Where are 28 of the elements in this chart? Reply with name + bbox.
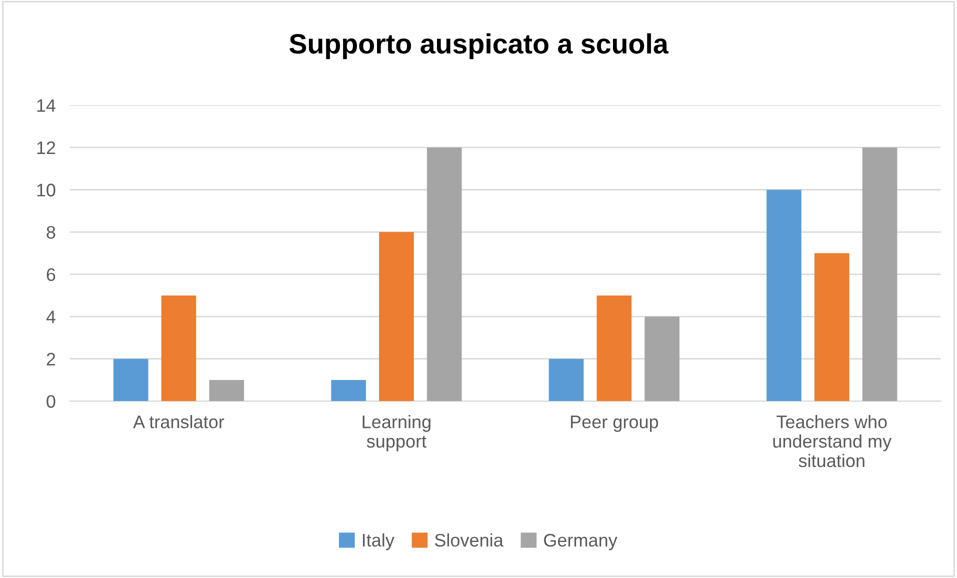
legend-label: Germany [544, 534, 618, 550]
y-tick-label: 12 [37, 141, 56, 154]
legend-label: Slovenia [434, 533, 504, 547]
bar [596, 295, 632, 402]
x-tick-label: Learning support [362, 415, 430, 452]
y-tick-label: 6 [46, 268, 56, 282]
bar [862, 147, 898, 402]
bar [379, 232, 414, 402]
x-tick-label: A translator [133, 415, 224, 428]
bar [426, 147, 462, 402]
x-tick-label: Peer group [570, 416, 658, 432]
x-tick-label: Teachers who understand my situation [773, 415, 892, 468]
bar [814, 253, 850, 402]
bar [331, 380, 366, 402]
bar [766, 190, 802, 402]
y-tick-label: 10 [37, 184, 56, 196]
y-tick-label: 2 [46, 352, 56, 366]
y-tick-label: 8 [46, 226, 56, 239]
legend-label: Italy [362, 533, 394, 550]
y-tick-label: 0 [46, 395, 56, 408]
bar [161, 295, 196, 402]
bar [113, 358, 148, 402]
y-tick-label: 14 [37, 99, 56, 112]
y-tick-label: 4 [46, 310, 56, 324]
bar [209, 380, 244, 402]
bar [548, 358, 584, 402]
bar [644, 316, 680, 402]
chart-title: Supporto auspicato a scuola [289, 33, 669, 60]
